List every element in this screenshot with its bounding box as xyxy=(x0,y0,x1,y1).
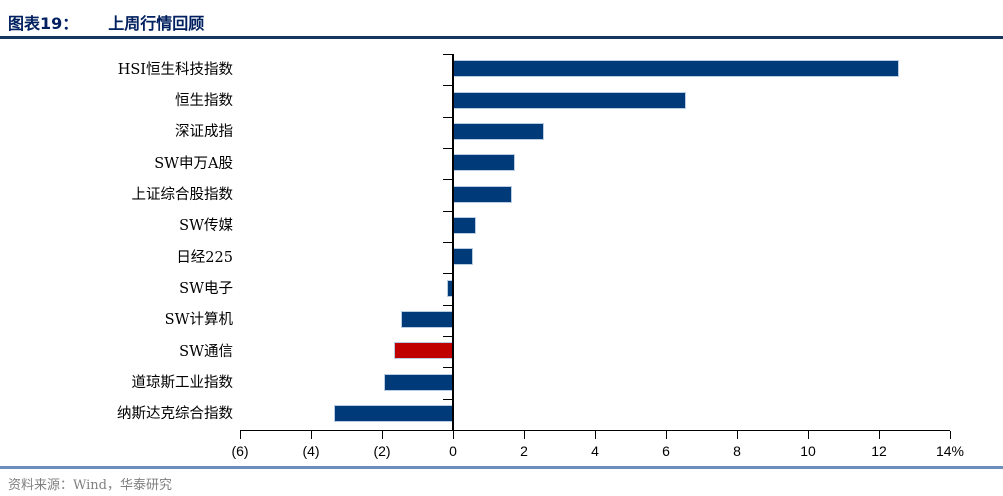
bar xyxy=(453,216,477,234)
category-label: 深证成指 xyxy=(175,124,233,141)
bar xyxy=(453,60,899,78)
category-label: 恒生指数 xyxy=(175,93,233,109)
bar xyxy=(333,404,453,422)
category-axis-tick xyxy=(443,179,452,181)
bar xyxy=(453,185,512,203)
category-label: SW电子 xyxy=(179,281,233,297)
category-label: 纳斯达克综合指数 xyxy=(117,406,233,423)
value-axis-tick xyxy=(950,431,951,439)
value-axis-tick-label: 12 xyxy=(871,443,887,459)
value-axis-tick-label: (4) xyxy=(302,443,320,459)
value-axis-tick xyxy=(240,431,241,439)
value-axis-line xyxy=(240,430,950,431)
category-axis-tick xyxy=(443,398,452,400)
value-axis-tick-label: 0 xyxy=(449,443,457,459)
value-axis-tick xyxy=(595,431,596,439)
bar-chart: HSI恒生科技指数恒生指数深证成指 SW申万A股上证综合股指数 SW传媒日经225 S… xyxy=(0,44,1003,464)
category-label: 道琼斯工业指数 xyxy=(131,375,234,391)
value-axis-tick-label: 4 xyxy=(591,443,599,459)
source-note: 资料来源：Wind，华泰研究 xyxy=(8,478,172,493)
category-label: 上证综合股指数 xyxy=(131,187,234,203)
figure-number: 图表19： xyxy=(8,14,79,33)
category-axis-tick xyxy=(443,85,452,87)
value-axis-tick xyxy=(737,431,738,439)
bar xyxy=(383,373,453,391)
category-label: SW通信 xyxy=(179,343,233,360)
category-axis-line xyxy=(452,54,454,430)
value-axis-tick-label: 8 xyxy=(733,443,741,459)
value-axis-tick-label: 14% xyxy=(935,443,965,459)
bar-highlight xyxy=(394,342,453,360)
title-rule xyxy=(0,36,1003,39)
value-axis-tick-label: 6 xyxy=(662,443,670,459)
category-axis-tick xyxy=(443,304,452,306)
value-axis-tick-label: 2 xyxy=(520,443,528,459)
category-label: HSI恒生科技指数 xyxy=(117,61,233,78)
value-axis-tick xyxy=(453,431,454,439)
category-label: SW申万A股 xyxy=(154,155,233,172)
value-axis-tick xyxy=(524,431,525,439)
value-axis-tick-label: (2) xyxy=(373,443,391,459)
category-axis-tick xyxy=(443,242,452,243)
bar xyxy=(453,248,473,266)
category-label: SW传媒 xyxy=(179,218,233,235)
category-label: SW计算机 xyxy=(164,312,233,329)
value-axis-tick xyxy=(311,431,312,439)
category-axis-tick xyxy=(443,273,452,275)
value-axis-tick xyxy=(666,431,667,439)
footer-rule xyxy=(0,466,1003,469)
value-axis-tick-label: 10 xyxy=(800,443,816,459)
figure-header: 图表19： 上周行情回顾 xyxy=(8,10,204,34)
category-axis-tick xyxy=(443,336,452,337)
category-axis-tick xyxy=(443,116,452,118)
value-axis-tick xyxy=(808,431,809,439)
category-axis-tick xyxy=(443,54,452,55)
category-axis-tick xyxy=(443,367,452,369)
bar xyxy=(453,122,544,140)
value-axis-tick-label: (6) xyxy=(231,443,249,459)
bar xyxy=(453,154,516,172)
bar xyxy=(401,310,453,328)
figure-title: 上周行情回顾 xyxy=(108,14,205,33)
value-axis-tick xyxy=(879,431,880,439)
category-axis-tick xyxy=(443,210,452,212)
category-label: 日经225 xyxy=(176,249,233,266)
value-axis-tick xyxy=(382,431,383,439)
category-axis-tick xyxy=(443,148,452,149)
bar xyxy=(453,91,686,109)
